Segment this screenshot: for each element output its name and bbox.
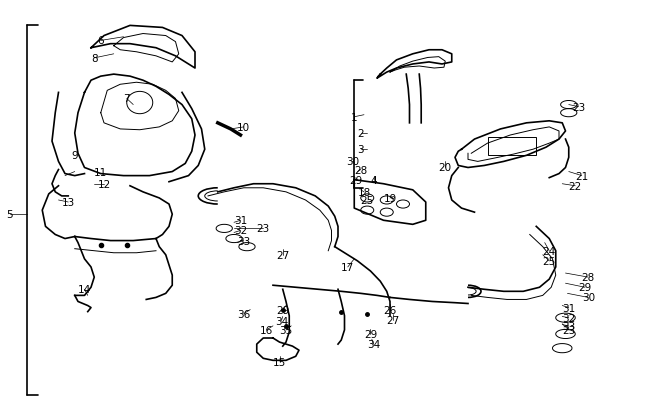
Text: 5: 5: [6, 210, 13, 220]
Text: 21: 21: [575, 171, 588, 181]
Text: 34: 34: [275, 316, 288, 326]
Text: 19: 19: [384, 194, 396, 203]
Text: 29: 29: [364, 329, 377, 339]
Text: 7: 7: [124, 94, 130, 104]
Text: 4: 4: [370, 175, 377, 185]
Text: 29: 29: [349, 175, 362, 185]
Text: 14: 14: [78, 285, 91, 294]
Text: 20: 20: [439, 163, 452, 173]
Text: 2: 2: [358, 129, 364, 139]
Text: 30: 30: [582, 293, 595, 303]
Text: 17: 17: [341, 262, 354, 272]
Text: 12: 12: [98, 179, 111, 189]
Text: 11: 11: [94, 167, 107, 177]
Text: 23: 23: [562, 325, 575, 335]
Text: 24: 24: [543, 246, 556, 256]
Text: 30: 30: [346, 157, 359, 167]
Text: 23: 23: [572, 102, 585, 112]
Text: 23: 23: [257, 224, 270, 234]
Text: 35: 35: [280, 325, 292, 335]
Text: 18: 18: [358, 188, 370, 197]
Text: 27: 27: [387, 315, 400, 325]
Text: 29: 29: [578, 283, 592, 292]
Text: 31: 31: [562, 303, 575, 313]
Text: 26: 26: [384, 305, 396, 315]
Text: 13: 13: [62, 198, 75, 207]
Text: 1: 1: [351, 113, 358, 122]
Text: 6: 6: [98, 36, 104, 45]
Text: 9: 9: [72, 151, 78, 161]
Text: 25: 25: [361, 196, 374, 205]
Text: 34: 34: [367, 339, 380, 349]
Text: 10: 10: [237, 123, 250, 132]
Text: 15: 15: [273, 358, 286, 367]
Text: 28: 28: [582, 273, 595, 282]
Text: 28: 28: [354, 165, 367, 175]
Text: 8: 8: [91, 54, 98, 64]
Text: 27: 27: [276, 250, 289, 260]
Text: 36: 36: [237, 309, 250, 319]
Text: 31: 31: [234, 216, 247, 226]
Text: 33: 33: [562, 321, 575, 331]
Text: 22: 22: [569, 181, 582, 191]
Text: 16: 16: [260, 325, 273, 335]
Text: 29: 29: [276, 305, 289, 315]
Text: 33: 33: [237, 236, 250, 246]
Text: 25: 25: [543, 256, 556, 266]
Text: 32: 32: [234, 226, 247, 236]
Text: 3: 3: [358, 145, 364, 155]
Text: 32: 32: [562, 313, 575, 323]
